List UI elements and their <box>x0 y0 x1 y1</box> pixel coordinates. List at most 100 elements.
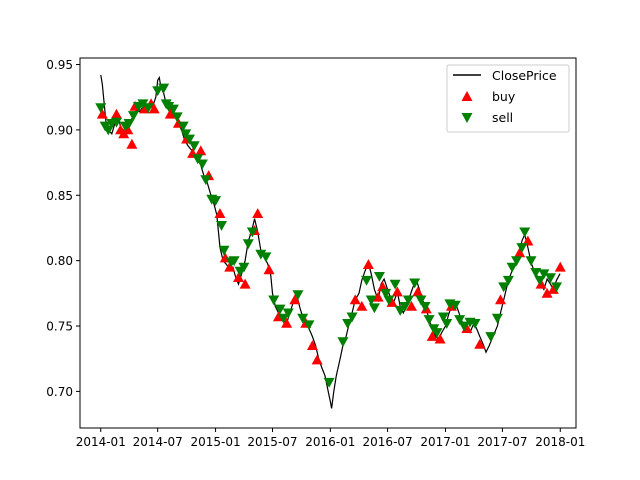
x-tick-label: 2016-07 <box>363 435 413 449</box>
buy-marker <box>356 300 368 311</box>
buy-marker <box>522 235 534 246</box>
legend-box <box>446 64 570 133</box>
sell-marker <box>200 175 212 186</box>
legend-label-buy: buy <box>492 89 516 104</box>
sell-marker <box>550 282 562 293</box>
sell-marker <box>246 227 258 238</box>
buy-marker <box>148 103 160 114</box>
legend-label-sell: sell <box>492 110 513 125</box>
sell-marker <box>268 295 280 306</box>
buy-marker <box>474 338 486 349</box>
buy-marker <box>195 145 207 156</box>
x-tick-label: 2014-01 <box>76 435 126 449</box>
x-tick-label: 2017-07 <box>477 435 527 449</box>
buy-marker <box>311 354 323 365</box>
sell-marker <box>127 111 139 122</box>
x-tick-label: 2015-01 <box>190 435 240 449</box>
sell-marker <box>346 312 358 323</box>
buy-marker <box>412 286 424 297</box>
buy-marker <box>164 108 176 119</box>
buy-marker <box>514 247 526 258</box>
buy-marker <box>263 264 275 275</box>
sell-marker <box>323 377 335 388</box>
sell-marker <box>274 304 286 315</box>
sell-marker <box>303 320 315 331</box>
sell-marker <box>216 220 228 231</box>
sell-marker <box>454 315 466 325</box>
sell-marker <box>292 290 304 301</box>
sell-marker <box>337 337 349 348</box>
sell-marker <box>511 256 523 267</box>
sell-marker <box>152 86 164 97</box>
sell-marker <box>342 319 354 329</box>
sell-marker <box>137 99 149 110</box>
buy-marker <box>224 261 236 272</box>
legend-marker-sell <box>461 113 473 123</box>
sell-marker <box>502 275 514 286</box>
sell-marker <box>525 256 537 267</box>
legend-label-closeprice: ClosePrice <box>492 68 557 83</box>
sell-marker <box>102 125 114 136</box>
sell-marker <box>538 269 550 280</box>
sell-marker <box>415 295 427 306</box>
legend-marker-buy <box>461 91 473 101</box>
buy-marker <box>239 278 251 289</box>
sell-marker <box>192 154 204 165</box>
sell-marker <box>238 262 250 273</box>
buy-marker <box>214 208 226 218</box>
sell-marker <box>458 321 470 332</box>
buy-marker <box>306 340 318 351</box>
sell-marker <box>167 104 179 115</box>
buy-marker <box>426 330 438 341</box>
buy-marker <box>252 208 264 218</box>
buy-marker <box>126 138 138 149</box>
sell-marker <box>158 83 170 94</box>
x-tick-label: 2018-01 <box>535 435 585 449</box>
sell-marker <box>409 278 421 289</box>
sell-marker <box>180 129 192 140</box>
buy-marker <box>96 108 108 119</box>
x-tick-label: 2017-01 <box>420 435 470 449</box>
y-tick-label: 0.70 <box>46 385 73 399</box>
x-tick-label: 2015-07 <box>247 435 297 449</box>
x-tick-label: 2014-07 <box>133 435 183 449</box>
sell-marker <box>519 227 531 238</box>
sell-marker <box>188 141 200 152</box>
sell-marker <box>491 313 503 324</box>
y-tick-label: 0.95 <box>46 58 73 72</box>
sell-marker <box>383 295 395 306</box>
sell-marker <box>297 313 309 324</box>
axes: 2014-01 2014-07 2015-01 2015-07 2016-01 2016-… <box>46 58 585 449</box>
sell-marker <box>380 288 392 299</box>
sell-marker <box>498 282 510 293</box>
sell-marker <box>218 245 230 256</box>
sell-marker <box>431 328 443 339</box>
sell-marker <box>437 312 449 323</box>
buy-marker <box>541 287 553 298</box>
sell-marker <box>163 101 175 112</box>
buy-marker <box>362 259 374 269</box>
sell-marker <box>389 279 401 290</box>
sell-marker <box>282 308 294 319</box>
sell-marker <box>506 262 518 273</box>
sell-marker <box>545 273 557 284</box>
buy-marker <box>434 333 446 344</box>
sell-marker <box>365 295 377 306</box>
sell-marker <box>469 319 481 329</box>
buy-marker <box>110 108 122 119</box>
buy-marker <box>372 291 384 302</box>
y-tick-label: 0.80 <box>46 254 73 268</box>
sell-marker <box>399 302 411 312</box>
plot-area <box>95 74 566 409</box>
sell-marker <box>110 117 122 128</box>
sell-marker <box>277 313 289 324</box>
sell-marker <box>441 319 453 329</box>
buy-marker <box>233 272 245 283</box>
sell-marker <box>183 134 195 145</box>
buy-marker <box>122 124 134 135</box>
sell-marker <box>255 249 267 260</box>
sell-marker <box>177 121 189 132</box>
sell-marker <box>260 252 272 263</box>
sell-marker <box>368 303 380 314</box>
